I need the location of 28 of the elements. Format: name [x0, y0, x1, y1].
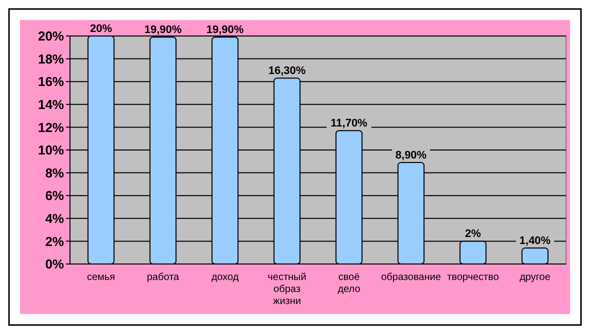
- data-label: 19,90%: [206, 24, 244, 36]
- y-tick-label: 0%: [45, 256, 64, 272]
- y-tick-label: 14%: [38, 96, 64, 112]
- y-tick-label: 12%: [38, 120, 64, 135]
- x-tick-label: семья: [86, 272, 116, 283]
- y-tick-label: 4%: [45, 210, 64, 226]
- x-tick-label: своё дело: [338, 272, 361, 295]
- x-tick-label: творчество: [447, 272, 500, 283]
- data-label: 2%: [465, 228, 482, 240]
- y-tick-label: 16%: [38, 74, 64, 90]
- y-tick-label: 2%: [45, 234, 64, 249]
- x-tick-label: образование: [381, 272, 442, 283]
- bar: [521, 248, 549, 264]
- data-label: 8,90%: [395, 150, 427, 162]
- y-tick-label: 6%: [45, 188, 64, 204]
- y-tick-label: 8%: [45, 165, 64, 180]
- data-label: 1,40%: [519, 235, 551, 248]
- y-tick-label: 10%: [38, 142, 64, 158]
- y-tick-label: 18%: [38, 51, 64, 66]
- data-label: 19,90%: [144, 24, 182, 36]
- data-label: 20%: [90, 23, 112, 35]
- x-tick-label: честный образ жизни: [268, 272, 306, 307]
- x-tick-label: доход: [211, 272, 239, 283]
- x-tick-label: другое: [520, 272, 551, 283]
- x-tick-label: работа: [146, 272, 180, 283]
- y-tick-label: 20%: [38, 28, 64, 44]
- data-label: 11,70%: [330, 118, 368, 130]
- data-label: 16,30%: [268, 65, 306, 78]
